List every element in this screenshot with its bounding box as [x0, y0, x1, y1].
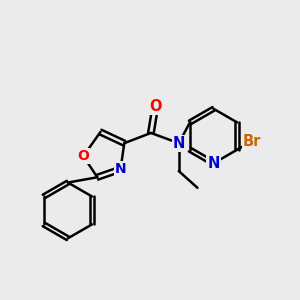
- Text: N: N: [115, 162, 126, 176]
- Text: N: N: [207, 156, 220, 171]
- Text: Br: Br: [243, 134, 261, 149]
- Text: O: O: [77, 149, 89, 163]
- Text: O: O: [149, 99, 161, 114]
- Text: N: N: [172, 136, 185, 151]
